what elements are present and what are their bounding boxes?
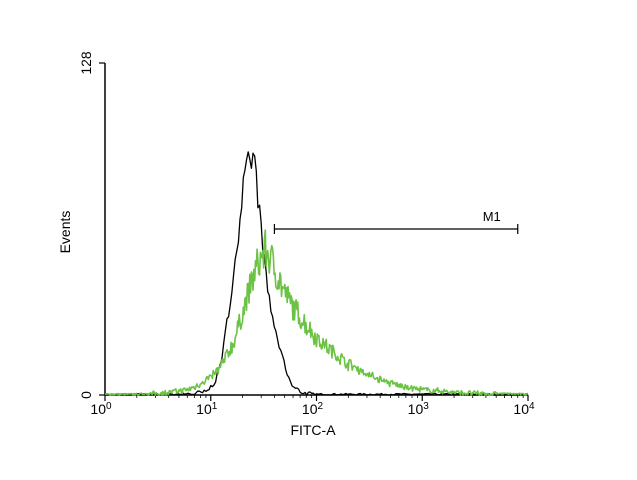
x-tick-exp-2: 2: [318, 401, 324, 412]
x-tick-exp-0: 0: [106, 401, 112, 412]
x-tick-label-1: 101: [196, 401, 218, 417]
y-axis-label: Events: [57, 211, 73, 254]
x-axis-label: FITC-A: [290, 422, 336, 438]
x-tick-base-1: 10: [196, 401, 212, 417]
x-tick-exp-4: 4: [529, 401, 535, 412]
x-tick-label-2: 102: [302, 401, 324, 417]
y-tick-label-1: 128: [78, 51, 94, 75]
series-1-trace: [105, 229, 529, 396]
x-tick-base-4: 10: [513, 401, 529, 417]
y-axis-ticks: 0 128: [78, 51, 105, 399]
x-tick-base-3: 10: [408, 401, 424, 417]
series-layer: [104, 151, 529, 396]
x-tick-label-0: 100: [90, 401, 112, 417]
x-tick-label-3: 103: [408, 401, 430, 417]
x-tick-base-0: 10: [90, 401, 106, 417]
y-tick-label-0: 0: [78, 391, 94, 399]
x-tick-exp-1: 1: [212, 401, 218, 412]
x-axis-ticks: 100 101 102 103 104: [90, 395, 535, 417]
x-tick-base-2: 10: [302, 401, 318, 417]
x-tick-exp-3: 3: [423, 401, 429, 412]
x-tick-label-4: 104: [513, 401, 535, 417]
series-0-trace: [104, 151, 529, 396]
marker-label-0: M1: [483, 209, 501, 224]
annotation-layer: M1: [273, 209, 519, 234]
